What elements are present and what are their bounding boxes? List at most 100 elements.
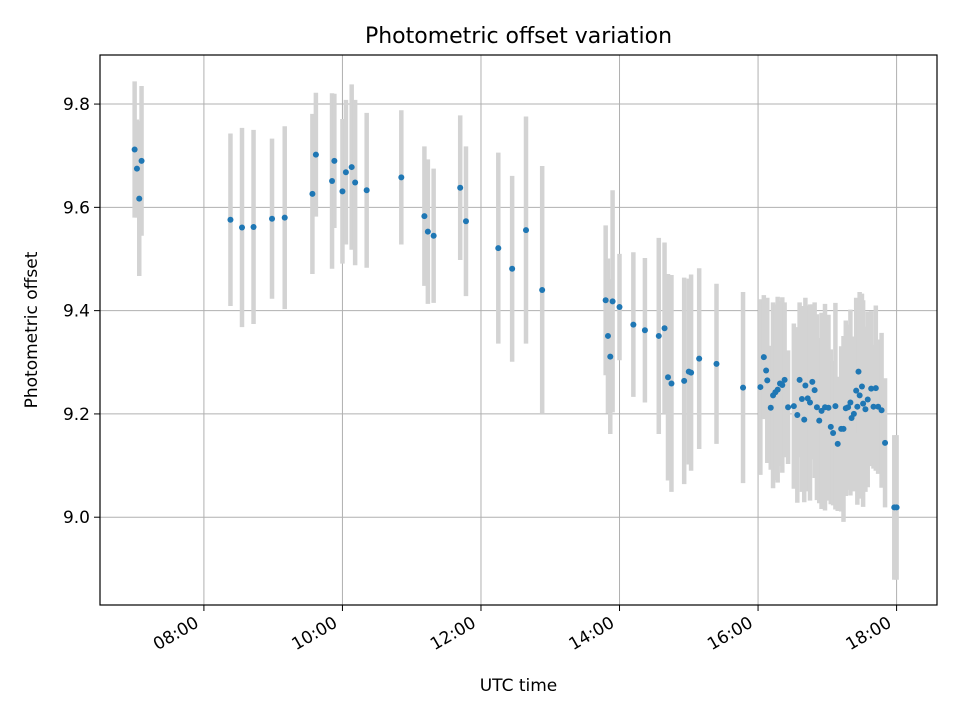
data-point [363,187,370,194]
plot-frame [99,54,938,606]
data-point [825,404,832,411]
data-point [847,399,854,406]
data-point [779,382,786,388]
data-point [858,383,865,390]
data-point [655,332,662,339]
y-tick-label: 9.4 [63,302,90,322]
data-point [840,425,847,432]
y-axis-ticks: 9.0 9.2 9.4 9.6 9.8 [63,95,100,528]
data-point [616,304,623,311]
data-point [495,245,502,252]
y-tick-label: 9.6 [63,198,90,218]
x-tick-label: 16:00 [704,613,756,655]
data-point [757,384,764,391]
data-point [827,423,834,430]
data-point [790,403,797,410]
data-point [665,374,672,381]
data-point [878,407,885,414]
data-point [853,387,860,394]
data-point [860,400,867,407]
x-tick-label: 14:00 [566,613,618,655]
data-point [281,214,288,221]
data-point [781,376,788,383]
data-point [801,416,808,423]
data-point [811,387,818,394]
y-axis-label: Photometric offset [22,251,42,408]
data-point [250,223,257,230]
data-point [352,179,359,186]
data-point [136,195,143,202]
data-point [607,353,614,360]
data-point [740,384,747,391]
data-point [813,404,820,411]
data-point [713,360,720,367]
data-point [312,151,319,158]
x-axis-ticks: 08:00 10:00 12:00 14:00 16:00 18:00 [150,605,898,655]
data-point [630,321,637,328]
data-point [398,174,405,181]
data-point [424,228,431,235]
data-point [809,378,816,385]
data-point [641,327,648,334]
data-point [509,265,516,272]
data-point [602,297,609,304]
data-point [862,406,869,413]
data-point [854,403,861,410]
data-point [668,380,675,387]
y-tick-label: 9.0 [63,508,90,528]
y-tick-label: 9.8 [63,95,90,115]
data-point [309,190,316,197]
data-point [609,298,616,305]
x-axis-label: UTC time [480,676,558,696]
data-point [696,355,703,362]
data-point [331,157,338,164]
data-point [133,165,140,172]
data-point [688,369,695,376]
data-point [661,325,668,332]
x-tick-label: 18:00 [843,613,895,655]
data-point [131,146,138,153]
data-point [430,232,437,239]
data-point [785,404,792,411]
data-point [348,164,355,171]
data-point [796,376,803,383]
data-point [760,354,767,361]
data-point [870,403,877,410]
data-point [845,404,852,411]
data-point [855,368,862,375]
y-tick-label: 9.2 [63,405,90,425]
data-point [269,215,276,222]
data-point [764,377,771,384]
data-point [774,386,781,393]
error-bars [132,81,899,580]
data-point [457,184,464,191]
data-point [239,224,246,231]
data-point [421,213,428,220]
data-point [864,396,871,403]
data-point [681,377,688,384]
data-point [834,440,841,447]
data-point [856,392,863,399]
data-point [816,417,823,424]
data-point [227,216,234,223]
data-point [523,227,530,234]
data-point [830,430,837,437]
data-point [868,385,875,392]
data-point [832,403,839,410]
data-point [767,404,774,411]
data-point [329,178,336,185]
data-point [339,188,346,195]
data-point [850,410,857,417]
data-point [807,399,814,406]
data-point [342,169,349,176]
data-point [802,382,809,389]
data-point [882,439,889,446]
data-point [798,395,805,402]
x-tick-label: 08:00 [150,613,202,655]
data-point [604,332,611,339]
data-point [872,385,879,392]
chart-title: Photometric offset variation [365,24,672,49]
data-point [539,286,546,293]
data-point [893,504,900,511]
